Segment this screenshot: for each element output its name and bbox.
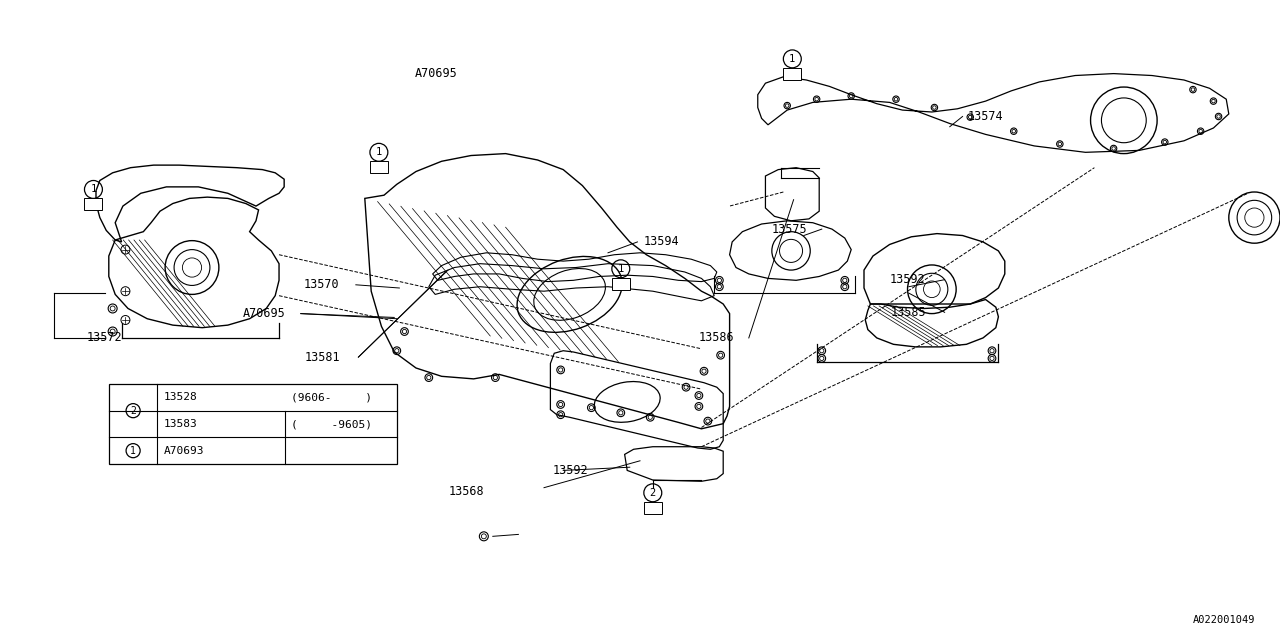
Text: 13586: 13586 xyxy=(699,332,735,344)
Text: 1: 1 xyxy=(790,54,795,64)
Text: 2: 2 xyxy=(131,406,136,415)
Text: 13583: 13583 xyxy=(164,419,197,429)
Bar xyxy=(370,161,388,173)
Bar xyxy=(612,278,630,290)
Bar xyxy=(644,502,662,514)
Text: (     -9605): ( -9605) xyxy=(292,419,372,429)
Text: 13575: 13575 xyxy=(772,223,808,236)
Text: 2: 2 xyxy=(650,488,655,498)
Text: 13594: 13594 xyxy=(644,236,680,248)
Text: 1: 1 xyxy=(376,147,381,157)
Text: A022001049: A022001049 xyxy=(1193,615,1254,625)
Text: A70693: A70693 xyxy=(164,445,204,456)
Text: 1: 1 xyxy=(618,264,623,274)
Bar xyxy=(783,68,801,80)
Text: 13592: 13592 xyxy=(553,464,589,477)
Text: 13581: 13581 xyxy=(305,351,340,364)
Bar xyxy=(84,198,102,211)
Text: 13592: 13592 xyxy=(890,273,925,286)
Text: A70695: A70695 xyxy=(243,307,285,320)
Text: 13568: 13568 xyxy=(448,485,484,498)
Bar xyxy=(109,384,397,464)
Text: (9606-     ): (9606- ) xyxy=(292,392,372,403)
Text: 13585: 13585 xyxy=(891,306,927,319)
Text: 13528: 13528 xyxy=(164,392,197,403)
Text: 1: 1 xyxy=(131,445,136,456)
Text: 13570: 13570 xyxy=(303,278,339,291)
Text: 1: 1 xyxy=(91,184,96,195)
Text: 13574: 13574 xyxy=(968,110,1004,123)
Text: A70695: A70695 xyxy=(415,67,457,80)
Text: 13572: 13572 xyxy=(87,332,123,344)
